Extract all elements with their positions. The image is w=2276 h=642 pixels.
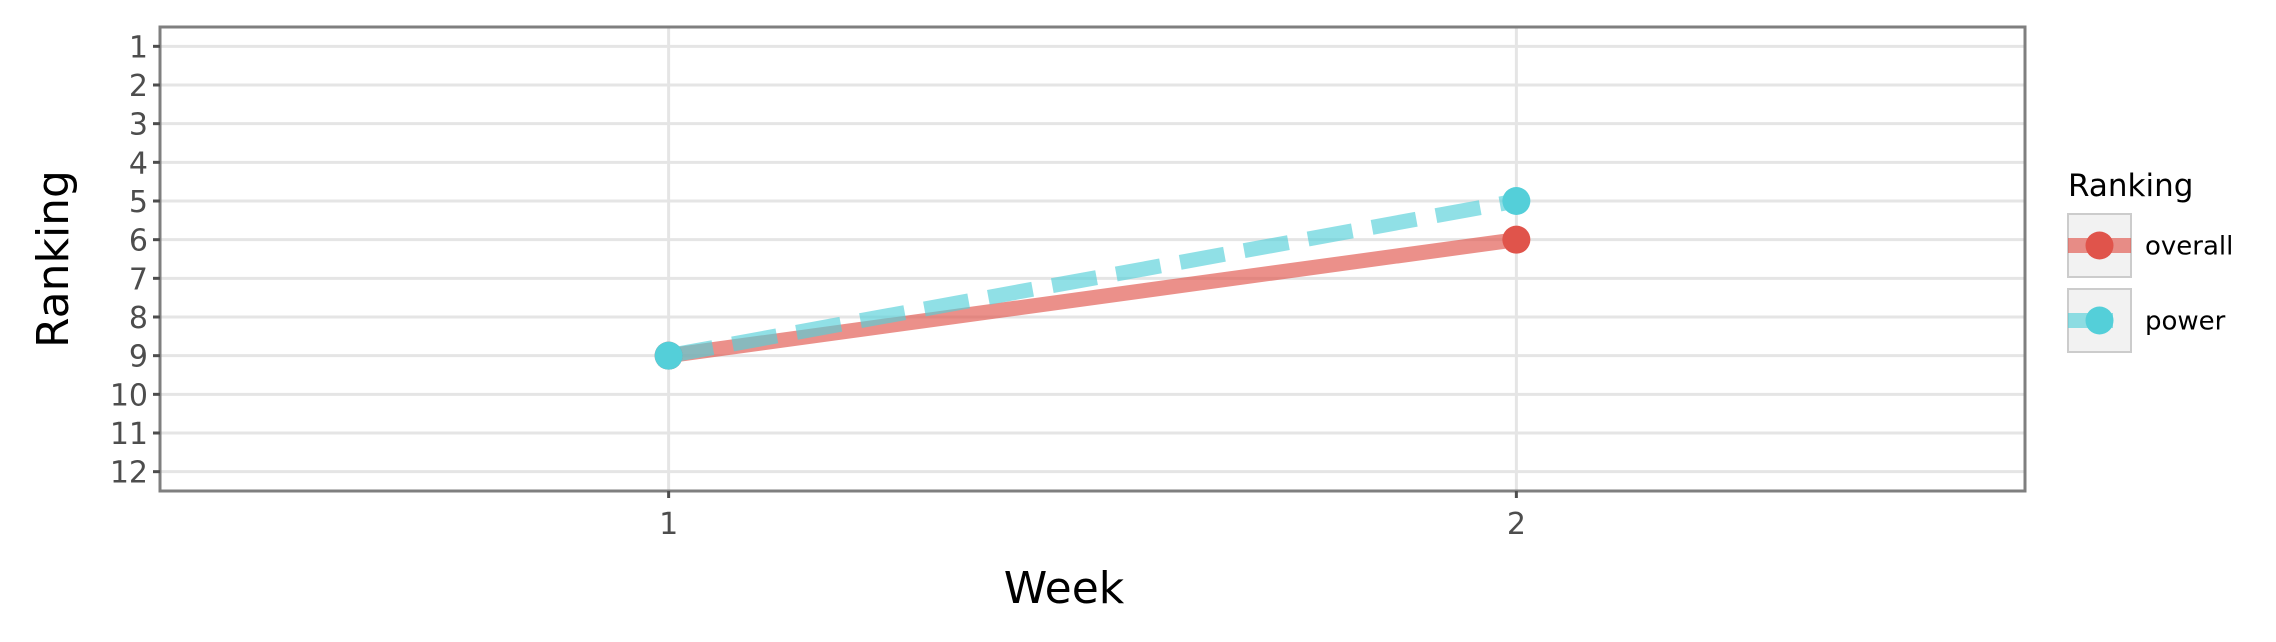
legend-label-power: power — [2145, 307, 2226, 337]
y-tick-label: 5 — [129, 185, 148, 220]
x-tick-label: 2 — [1507, 507, 1526, 542]
y-tick-label: 11 — [110, 417, 148, 452]
legend-key-point-overall — [2085, 231, 2114, 260]
y-tick-label: 9 — [129, 340, 148, 375]
y-tick-label: 8 — [129, 301, 148, 336]
y-axis-title: Ranking — [28, 170, 79, 348]
grid-lines — [160, 27, 2025, 491]
x-axis-title: Week — [1004, 563, 1125, 614]
plot-background — [160, 27, 2025, 491]
y-tick-label: 6 — [129, 224, 148, 259]
legend-label-overall: overall — [2145, 232, 2233, 262]
y-tick-label: 2 — [129, 69, 148, 104]
legend: Ranking overall power — [2067, 168, 2233, 353]
y-tick-label: 7 — [129, 262, 148, 297]
series-line-power — [667, 193, 1518, 364]
series-layer — [654, 187, 1531, 370]
legend-title: Ranking — [2068, 168, 2193, 204]
data-point-power — [1502, 187, 1531, 215]
x-tick-label: 1 — [659, 507, 678, 542]
legend-key-point-power — [2085, 306, 2114, 335]
data-point-overall — [1502, 225, 1531, 254]
y-tick-label: 12 — [110, 456, 148, 491]
plot-border — [158, 25, 2027, 493]
y-tick-label: 4 — [129, 146, 148, 181]
legend-items: overall power — [2067, 213, 2233, 353]
data-point-power — [654, 341, 683, 370]
y-tick-label: 3 — [129, 108, 148, 143]
plot-panel — [158, 25, 2027, 493]
y-tick-label: 1 — [129, 30, 148, 65]
y-tick-label: 10 — [110, 378, 148, 413]
